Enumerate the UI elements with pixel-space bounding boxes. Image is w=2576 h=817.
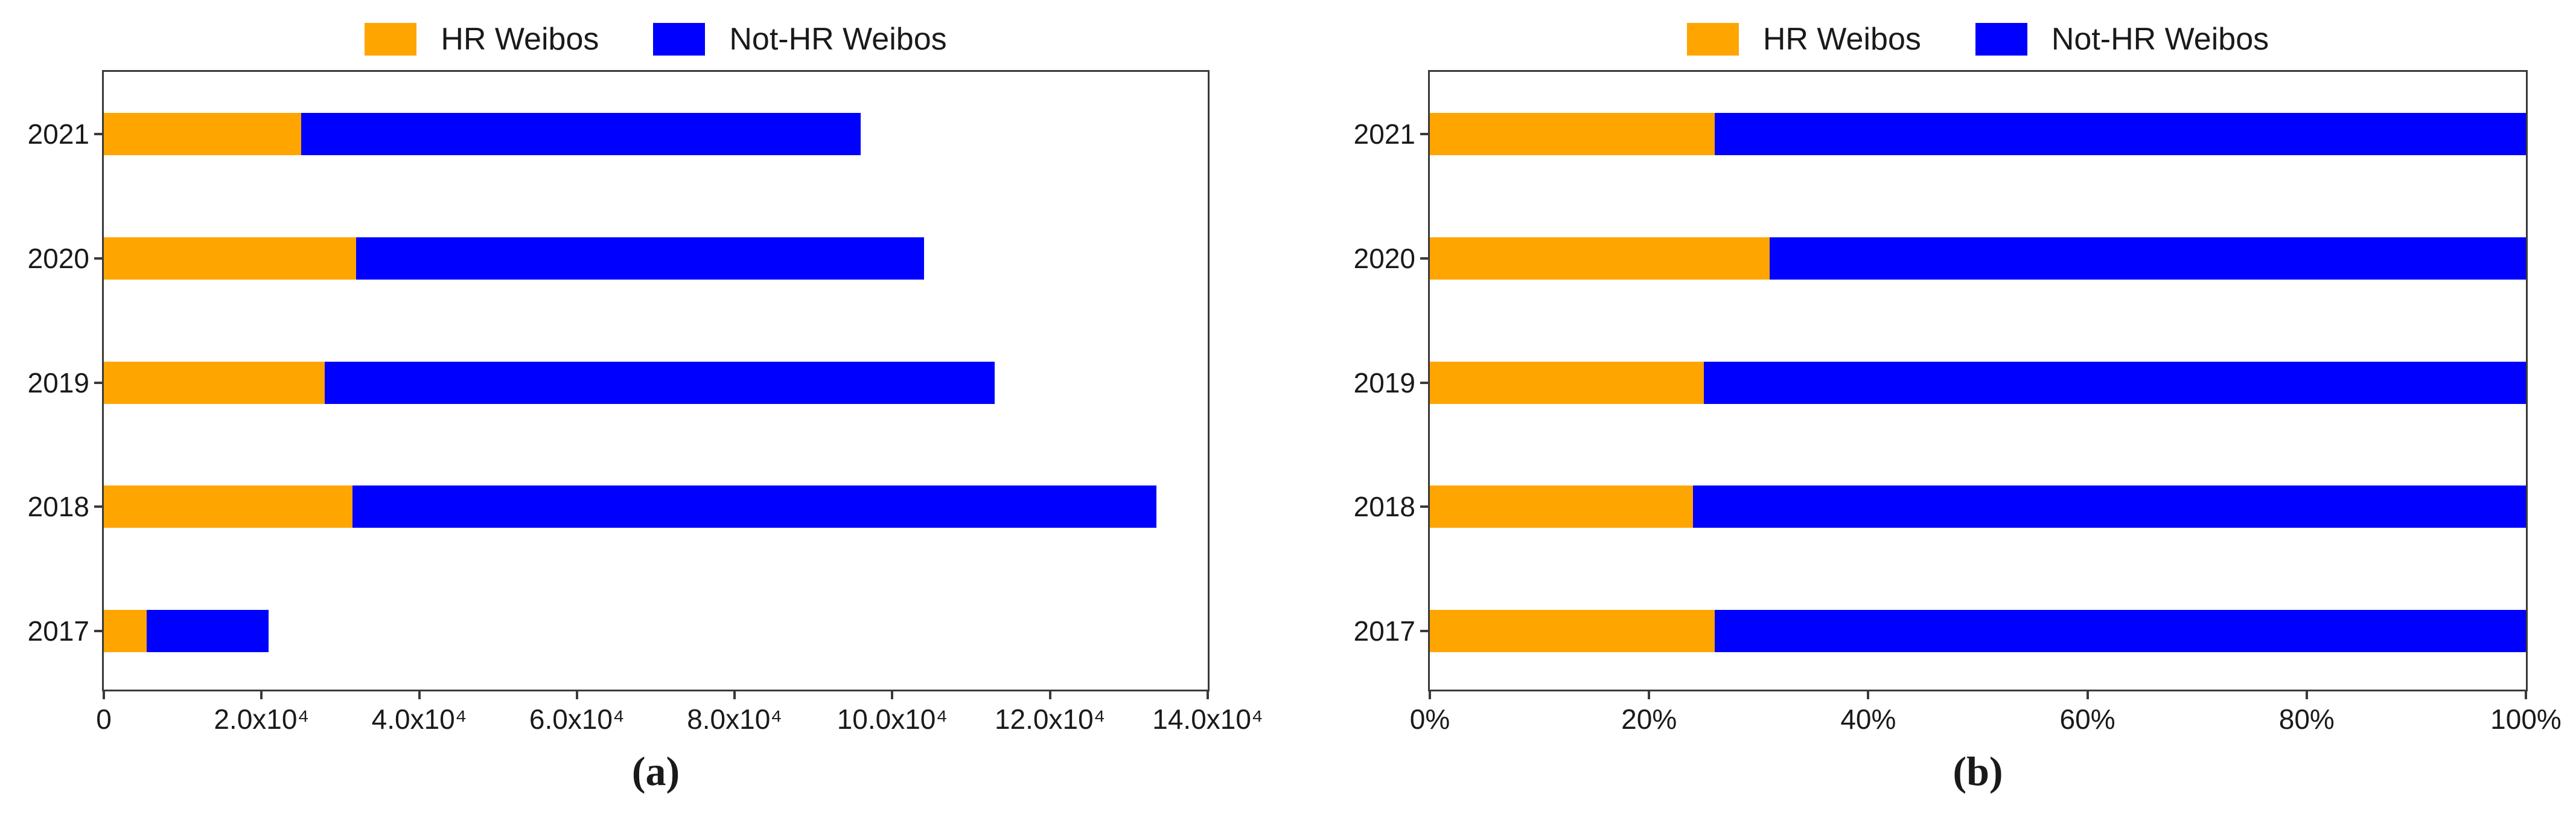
x-axis-tick-label-12-0x10-: 12.0x10⁴ — [994, 703, 1106, 735]
x-axis-tick-mark — [575, 690, 578, 699]
legend-item-hr-weibos: HR Weibos — [365, 23, 599, 56]
x-axis-tick-mark — [733, 690, 736, 699]
y-axis-tick-label-2019: 2019 — [1353, 367, 1415, 399]
bar-hr-weibos-2019 — [104, 361, 325, 404]
bar-hr-weibos-2020 — [1430, 237, 1770, 280]
y-axis-tick-mark — [94, 132, 104, 135]
x-axis-tick-mark — [1429, 690, 1431, 699]
y-axis-tick-label-2017: 2017 — [27, 615, 89, 647]
x-axis-tick-label-0-: 0% — [1409, 703, 1450, 735]
plot-area-a: 2021 2020 2019 2018 2017 0 2.0x10⁴ 4.0x10⁴ 6.0x1… — [28, 70, 1263, 734]
chart-panel-a: HR Weibos Not-HR Weibos 2021 2020 2019 2018… — [28, 0, 1263, 817]
x-axis-tick-mark — [1048, 690, 1051, 699]
bar-hr-weibos-2020 — [104, 237, 357, 280]
y-axis-tick-label-2021: 2021 — [1353, 118, 1415, 150]
legend-label-hr-weibos: HR Weibos — [1762, 22, 1921, 57]
y-axis-tick-mark — [1420, 630, 1430, 633]
x-axis-tick-label-60-: 60% — [2059, 703, 2115, 735]
x-axis-tick-label-40-: 40% — [1840, 703, 1896, 735]
x-axis-tick-mark — [2525, 690, 2527, 699]
y-axis-tick-label-2018: 2018 — [1353, 491, 1415, 523]
y-axis-tick-mark — [1420, 505, 1430, 508]
legend-label-not-hr-weibos: Not-HR Weibos — [729, 22, 947, 57]
x-axis-tick-mark — [1867, 690, 1870, 699]
bar-not-hr-weibos-2019 — [1704, 361, 2526, 404]
y-axis-tick-label-2021: 2021 — [27, 118, 89, 150]
caption-a: (a) — [631, 748, 680, 794]
not-hr-weibos-swatch — [1975, 23, 2027, 56]
bar-not-hr-weibos-2020 — [1769, 237, 2526, 280]
legend-item-not-hr-weibos: Not-HR Weibos — [653, 22, 947, 57]
x-axis-tick-mark — [1648, 690, 1651, 699]
y-axis-tick-label-2017: 2017 — [1353, 615, 1415, 647]
bar-not-hr-weibos-2018 — [1692, 485, 2526, 528]
hr-weibos-swatch — [1686, 23, 1739, 56]
x-axis-tick-label-2-0x10-: 2.0x10⁴ — [214, 703, 310, 735]
x-axis-tick-mark — [891, 690, 894, 699]
y-axis-tick-mark — [94, 381, 104, 384]
legend-item-not-hr-weibos: Not-HR Weibos — [1975, 23, 2269, 56]
x-axis-tick-label-80-: 80% — [2278, 703, 2335, 735]
bar-hr-weibos-2021 — [1430, 112, 1715, 155]
bar-hr-weibos-2021 — [104, 112, 301, 155]
bar-hr-weibos-2017 — [104, 610, 147, 653]
legend-b: HR Weibos Not-HR Weibos — [1428, 18, 2528, 60]
legend-item-hr-weibos: HR Weibos — [1686, 22, 1921, 57]
bar-not-hr-weibos-2021 — [301, 112, 861, 155]
x-axis-tick-mark — [103, 690, 105, 699]
x-axis-tick-label-100-: 100% — [2490, 703, 2562, 735]
y-axis-tick-mark — [94, 630, 104, 633]
y-axis-tick-label-2018: 2018 — [27, 491, 89, 523]
x-axis-tick-label-20-: 20% — [1621, 703, 1677, 735]
y-axis-tick-mark — [94, 505, 104, 508]
y-axis-tick-mark — [1420, 381, 1430, 384]
x-axis-tick-label-14-0x10-: 14.0x10⁴ — [1152, 703, 1263, 735]
x-axis-tick-label-0: 0 — [96, 703, 112, 735]
legend-label-hr-weibos: HR Weibos — [441, 22, 599, 57]
x-axis-tick-mark — [2086, 690, 2089, 699]
not-hr-weibos-swatch — [653, 23, 706, 56]
x-axis-tick-mark — [260, 690, 263, 699]
caption-b: (b) — [1953, 748, 2003, 794]
legend-label-not-hr-weibos: Not-HR Weibos — [2051, 22, 2269, 57]
x-axis-tick-mark — [2305, 690, 2308, 699]
bar-not-hr-weibos-2019 — [324, 361, 995, 404]
plot-area-b: 2021 2020 2019 2018 2017 0% 20% 40% 60% 80% 100% — [1354, 70, 2562, 734]
bar-not-hr-weibos-2017 — [146, 610, 269, 653]
bar-not-hr-weibos-2017 — [1715, 610, 2526, 653]
x-axis-tick-label-6-0x10-: 6.0x10⁴ — [529, 703, 625, 735]
bar-hr-weibos-2017 — [1430, 610, 1715, 653]
x-axis-tick-mark — [418, 690, 421, 699]
y-axis-tick-label-2019: 2019 — [27, 367, 89, 399]
legend-a: HR Weibos Not-HR Weibos — [102, 18, 1210, 60]
x-axis-tick-label-8-0x10-: 8.0x10⁴ — [687, 703, 783, 735]
y-axis-tick-mark — [94, 257, 104, 260]
x-axis-tick-label-10-0x10-: 10.0x10⁴ — [837, 703, 948, 735]
bar-hr-weibos-2018 — [104, 485, 352, 528]
bar-not-hr-weibos-2018 — [352, 485, 1157, 528]
bar-hr-weibos-2019 — [1430, 361, 1704, 404]
bar-not-hr-weibos-2020 — [356, 237, 924, 280]
y-axis-tick-label-2020: 2020 — [1353, 242, 1415, 274]
y-axis-tick-mark — [1420, 132, 1430, 135]
y-axis-tick-mark — [1420, 257, 1430, 260]
chart-panel-b: HR Weibos Not-HR Weibos 2021 2020 2019 2018… — [1354, 0, 2562, 817]
bar-not-hr-weibos-2021 — [1715, 112, 2526, 155]
x-axis-tick-mark — [1207, 690, 1209, 699]
hr-weibos-swatch — [365, 23, 417, 56]
bar-hr-weibos-2018 — [1430, 485, 1693, 528]
x-axis-tick-label-4-0x10-: 4.0x10⁴ — [371, 703, 467, 735]
y-axis-tick-label-2020: 2020 — [27, 242, 89, 274]
